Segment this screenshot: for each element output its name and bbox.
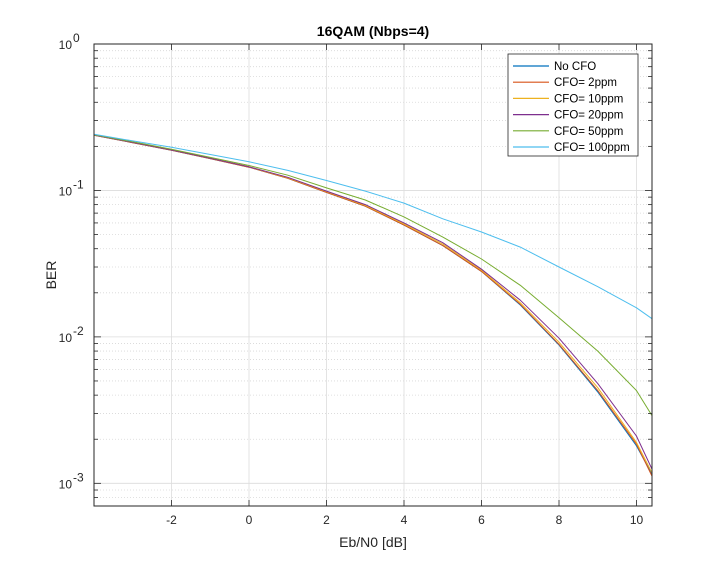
x-tick-label: 6 <box>478 513 485 527</box>
x-tick-label: 2 <box>323 513 330 527</box>
legend-label: CFO= 20ppm <box>554 110 623 122</box>
legend-label: CFO= 2ppm <box>554 77 617 89</box>
x-tick-labels: -2 0 2 4 6 8 10 <box>166 513 643 527</box>
x-tick-label: 8 <box>556 513 563 527</box>
series-line <box>93 134 653 470</box>
legend: No CFO CFO= 2ppm CFO= 10ppm CFO= 20ppm CFO= … <box>507 53 639 157</box>
series-line <box>93 133 653 320</box>
y-axis-label: BER <box>43 261 59 290</box>
y-tick-label: 10 <box>59 331 73 345</box>
series-line <box>93 134 653 416</box>
y-tick-label: 10 <box>59 38 73 52</box>
y-tick-exponent: -2 <box>73 324 84 338</box>
x-tick-label: 4 <box>401 513 408 527</box>
series-layer <box>93 133 653 477</box>
axis-ticks <box>94 43 652 506</box>
x-tick-label: -2 <box>166 513 177 527</box>
y-tick-label: 10 <box>59 184 73 198</box>
legend-label: CFO= 50ppm <box>554 126 623 138</box>
x-tick-label: 10 <box>630 513 644 527</box>
legend-label: No CFO <box>554 61 596 73</box>
y-tick-label: 10 <box>59 477 73 491</box>
legend-box <box>507 53 639 157</box>
plot-frame <box>93 43 653 507</box>
y-tick-exponent: 0 <box>73 31 80 45</box>
x-tick-label: 0 <box>246 513 253 527</box>
x-axis-label: Eb/N0 [dB] <box>339 534 407 550</box>
chart-title: 16QAM (Nbps=4) <box>317 23 429 39</box>
y-tick-exponent: -1 <box>73 177 84 191</box>
legend-label: CFO= 100ppm <box>554 142 630 154</box>
legend-label: CFO= 10ppm <box>554 93 623 105</box>
y-tick-exponent: -3 <box>73 470 84 484</box>
